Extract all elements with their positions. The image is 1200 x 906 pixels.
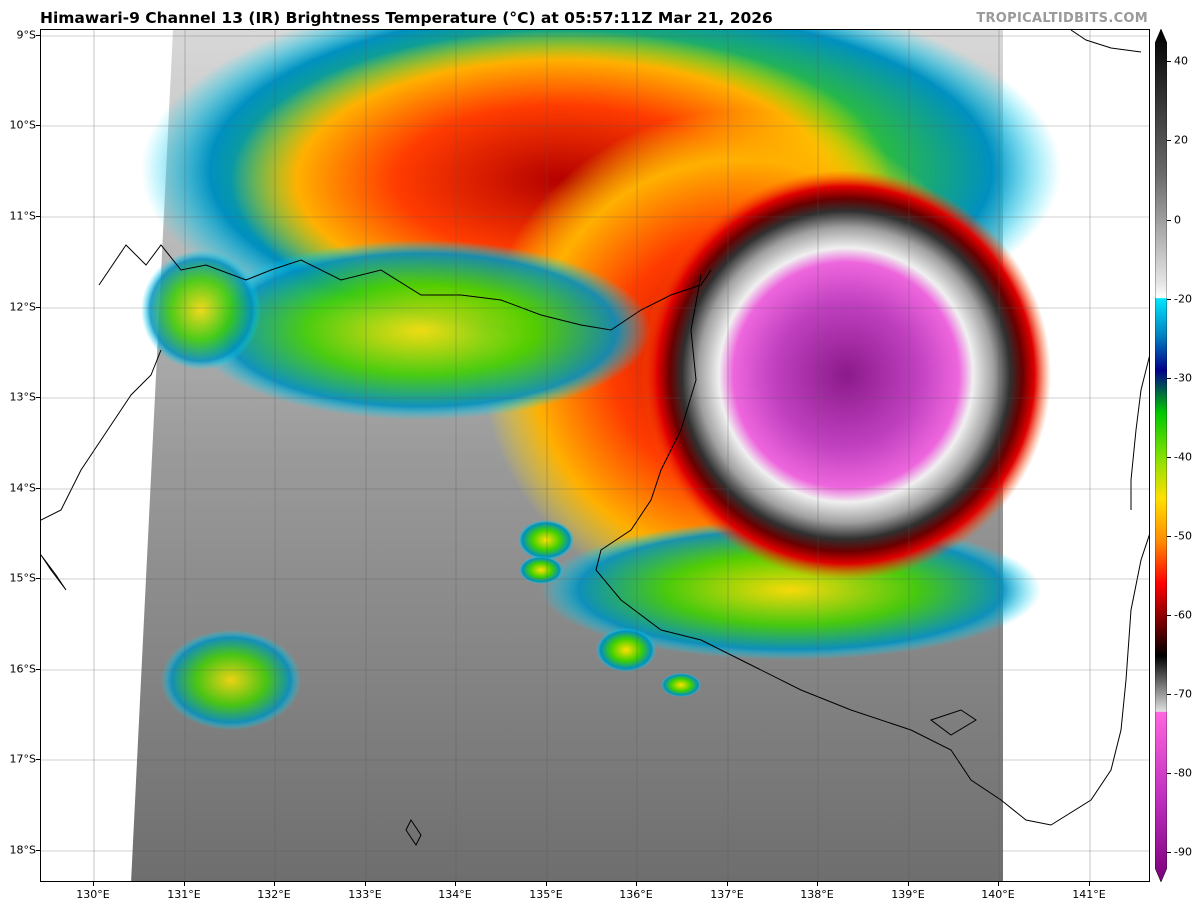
lon-label-137e: 137°E [710,888,744,901]
lon-tick [1089,882,1090,886]
lon-label-141e: 141°E [1072,888,1106,901]
lat-tick [36,35,40,36]
lat-label-14s: 14°S [9,481,36,495]
colorbar-label-minus40: -40 [1174,450,1192,464]
colorbar-label-20: 20 [1174,133,1188,147]
satellite-map [40,29,1150,882]
cell-3 [596,628,656,672]
colorbar-tick [1167,694,1171,695]
lat-label-17s: 17°S [9,752,36,766]
lat-tick [36,307,40,308]
colorbar-label-minus80: -80 [1174,766,1192,780]
lon-label-136e: 136°E [619,888,653,901]
lon-tick [365,882,366,886]
lat-tick [36,850,40,851]
convection-west [191,240,651,420]
lon-tick [184,882,185,886]
lon-label-133e: 133°E [348,888,382,901]
colorbar-label-minus30: -30 [1174,371,1192,385]
lon-label-132e: 132°E [257,888,291,901]
colorbar-label-40: 40 [1174,54,1188,68]
lon-label-130e: 130°E [76,888,110,901]
colorbar-label-minus20: -20 [1174,292,1192,306]
colorbar-label-minus90: -90 [1174,845,1192,859]
colorbar-label-0: 0 [1174,213,1181,227]
lon-label-134e: 134°E [438,888,472,901]
lon-tick [546,882,547,886]
cell-2 [519,556,563,584]
cell-4 [661,673,701,697]
colorbar-tick [1167,61,1171,62]
colorbar-label-minus50: -50 [1174,529,1192,543]
lat-label-11s: 11°S [9,209,36,223]
coastlines [41,30,1149,846]
cyclone-core [641,170,1051,580]
lat-label-13s: 13°S [9,390,36,404]
lon-label-139e: 139°E [891,888,925,901]
lat-label-12s: 12°S [9,300,36,314]
lon-tick [998,882,999,886]
lat-tick [36,759,40,760]
colorbar-tick [1167,220,1171,221]
graticule [41,30,1149,881]
lon-label-140e: 140°E [981,888,1015,901]
lat-label-9s: 9°S [16,28,36,42]
colorbar-tick [1167,615,1171,616]
colorbar-label-minus60: -60 [1174,608,1192,622]
colorbar-tick [1167,852,1171,853]
colorbar-tick [1167,378,1171,379]
cell-1 [518,520,574,560]
colorbar-tick [1167,299,1171,300]
lon-tick [908,882,909,886]
lat-label-16s: 16°S [9,662,36,676]
lon-tick [455,882,456,886]
colorbar [1155,29,1167,882]
colorbar-label-minus70: -70 [1174,687,1192,701]
lon-label-135e: 135°E [529,888,563,901]
lon-tick [636,882,637,886]
lat-tick [36,216,40,217]
lat-tick [36,488,40,489]
lat-label-18s: 18°S [9,843,36,857]
colorbar-tick [1167,536,1171,537]
lon-label-138e: 138°E [800,888,834,901]
lat-tick [36,125,40,126]
lat-tick [36,397,40,398]
lon-tick [274,882,275,886]
colorbar-tick [1167,140,1171,141]
lon-label-131e: 131°E [167,888,201,901]
lat-label-15s: 15°S [9,571,36,585]
cell-6 [141,250,261,370]
colorbar-tick [1167,457,1171,458]
cell-5 [161,630,301,730]
lon-tick [727,882,728,886]
chart-title: Himawari-9 Channel 13 (IR) Brightness Te… [40,9,773,27]
lat-tick [36,578,40,579]
lat-label-10s: 10°S [9,118,36,132]
lon-tick [817,882,818,886]
satellite-imagery [41,30,1149,881]
site-credit: TROPICALTIDBITS.COM [976,11,1148,26]
lon-tick [93,882,94,886]
colorbar-tick [1167,773,1171,774]
lat-tick [36,669,40,670]
